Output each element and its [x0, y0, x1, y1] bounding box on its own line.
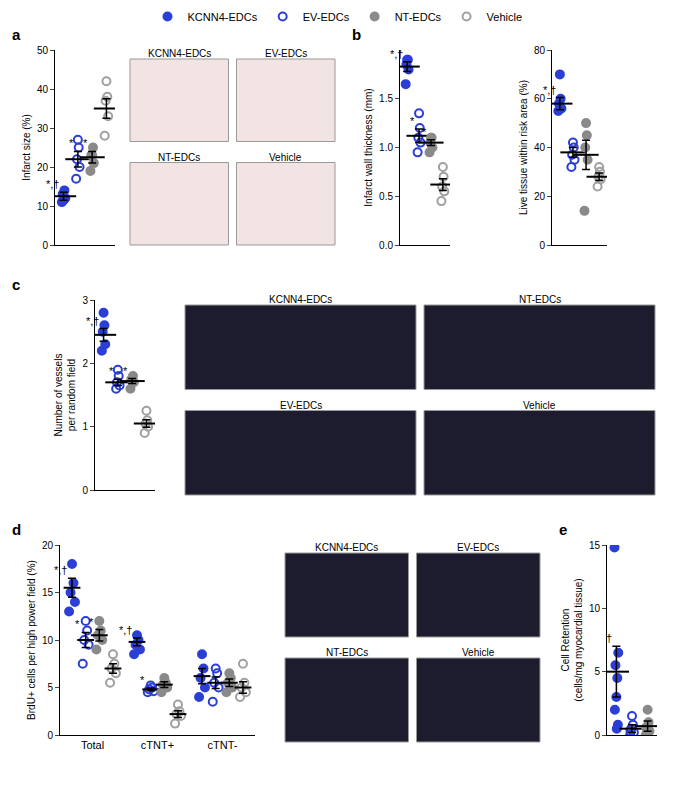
svg-text:1.5: 1.5: [379, 93, 393, 104]
svg-text:NT-EDCs: NT-EDCs: [519, 294, 561, 305]
svg-text:*: *: [123, 365, 128, 377]
svg-text:NT-EDCs: NT-EDCs: [395, 11, 442, 23]
svg-text:20: 20: [37, 162, 49, 173]
svg-text:0.5: 0.5: [379, 191, 393, 202]
svg-text:0: 0: [47, 730, 53, 741]
svg-text:*,†: *,†: [54, 564, 67, 576]
svg-text:10: 10: [42, 635, 54, 646]
svg-text:NT-EDCs: NT-EDCs: [158, 152, 200, 163]
svg-text:e: e: [559, 521, 567, 538]
svg-text:50: 50: [37, 45, 49, 56]
svg-text:20: 20: [534, 191, 546, 202]
svg-text:*: *: [422, 126, 427, 138]
svg-text:*,†: *,†: [543, 84, 556, 96]
svg-text:Infarct size (%): Infarct size (%): [21, 114, 32, 181]
svg-text:*: *: [69, 137, 74, 149]
svg-text:cTNT+: cTNT+: [141, 739, 174, 751]
svg-text:Total: Total: [81, 739, 104, 751]
svg-text:KCNN4-EDCs: KCNN4-EDCs: [188, 11, 258, 23]
svg-text:b: b: [352, 26, 361, 43]
svg-text:*: *: [75, 618, 80, 630]
svg-text:15: 15: [42, 587, 54, 598]
svg-text:d: d: [12, 521, 21, 538]
svg-text:30: 30: [37, 123, 49, 134]
svg-text:40: 40: [37, 84, 49, 95]
svg-text:Cell Retention(cells/mg myocar: Cell Retention(cells/mg myocardial tissu…: [560, 578, 584, 701]
svg-text:1: 1: [82, 421, 88, 432]
svg-text:*,†: *,†: [86, 315, 99, 327]
svg-text:20: 20: [42, 540, 54, 551]
svg-text:0: 0: [539, 240, 545, 251]
svg-text:cTNT-: cTNT-: [208, 739, 238, 751]
svg-text:*: *: [89, 616, 94, 628]
svg-text:Vehicle: Vehicle: [487, 11, 522, 23]
svg-text:0: 0: [42, 240, 48, 251]
svg-text:5: 5: [47, 682, 53, 693]
svg-text:EV-EDCs: EV-EDCs: [303, 11, 350, 23]
svg-text:Live tissue within risk area (: Live tissue within risk area (%): [518, 80, 529, 215]
svg-text:KCNN4-EDCs: KCNN4-EDCs: [315, 542, 378, 553]
svg-text:10: 10: [589, 603, 601, 614]
svg-text:EV-EDCs: EV-EDCs: [280, 400, 322, 411]
svg-text:*,†: *,†: [119, 624, 132, 636]
svg-text:3: 3: [82, 295, 88, 306]
svg-text:†: †: [606, 632, 612, 644]
svg-text:0: 0: [82, 485, 88, 496]
svg-text:80: 80: [534, 45, 546, 56]
svg-text:Infarct wall thickness (mm): Infarct wall thickness (mm): [363, 88, 374, 206]
svg-text:*: *: [140, 674, 145, 686]
svg-text:Vehicle: Vehicle: [523, 400, 556, 411]
svg-text:0.0: 0.0: [379, 240, 393, 251]
svg-text:a: a: [12, 26, 21, 43]
svg-text:Vehicle: Vehicle: [269, 152, 302, 163]
svg-text:EV-EDCs: EV-EDCs: [265, 48, 307, 59]
svg-text:0: 0: [594, 730, 600, 741]
svg-text:KCNN4-EDCs: KCNN4-EDCs: [148, 48, 211, 59]
svg-text:*: *: [83, 137, 88, 149]
svg-text:60: 60: [534, 93, 546, 104]
svg-text:NT-EDCs: NT-EDCs: [326, 647, 368, 658]
svg-text:5: 5: [594, 666, 600, 677]
svg-text:EV-EDCs: EV-EDCs: [457, 542, 499, 553]
svg-text:KCNN4-EDCs: KCNN4-EDCs: [269, 294, 332, 305]
svg-text:*: *: [109, 365, 114, 377]
svg-text:1.0: 1.0: [379, 142, 393, 153]
svg-text:*,†: *,†: [46, 178, 59, 190]
svg-text:15: 15: [589, 540, 601, 551]
svg-text:10: 10: [37, 201, 49, 212]
svg-text:BrdU+ cells per high power fie: BrdU+ cells per high power field (%): [26, 560, 37, 720]
svg-text:2: 2: [82, 358, 88, 369]
svg-text:*,†: *,†: [390, 48, 403, 60]
svg-text:40: 40: [534, 142, 546, 153]
svg-text:*: *: [410, 115, 415, 127]
svg-text:c: c: [12, 276, 20, 293]
svg-text:Vehicle: Vehicle: [462, 647, 495, 658]
svg-text:Number of vesselsper random fi: Number of vesselsper random field: [53, 354, 77, 437]
